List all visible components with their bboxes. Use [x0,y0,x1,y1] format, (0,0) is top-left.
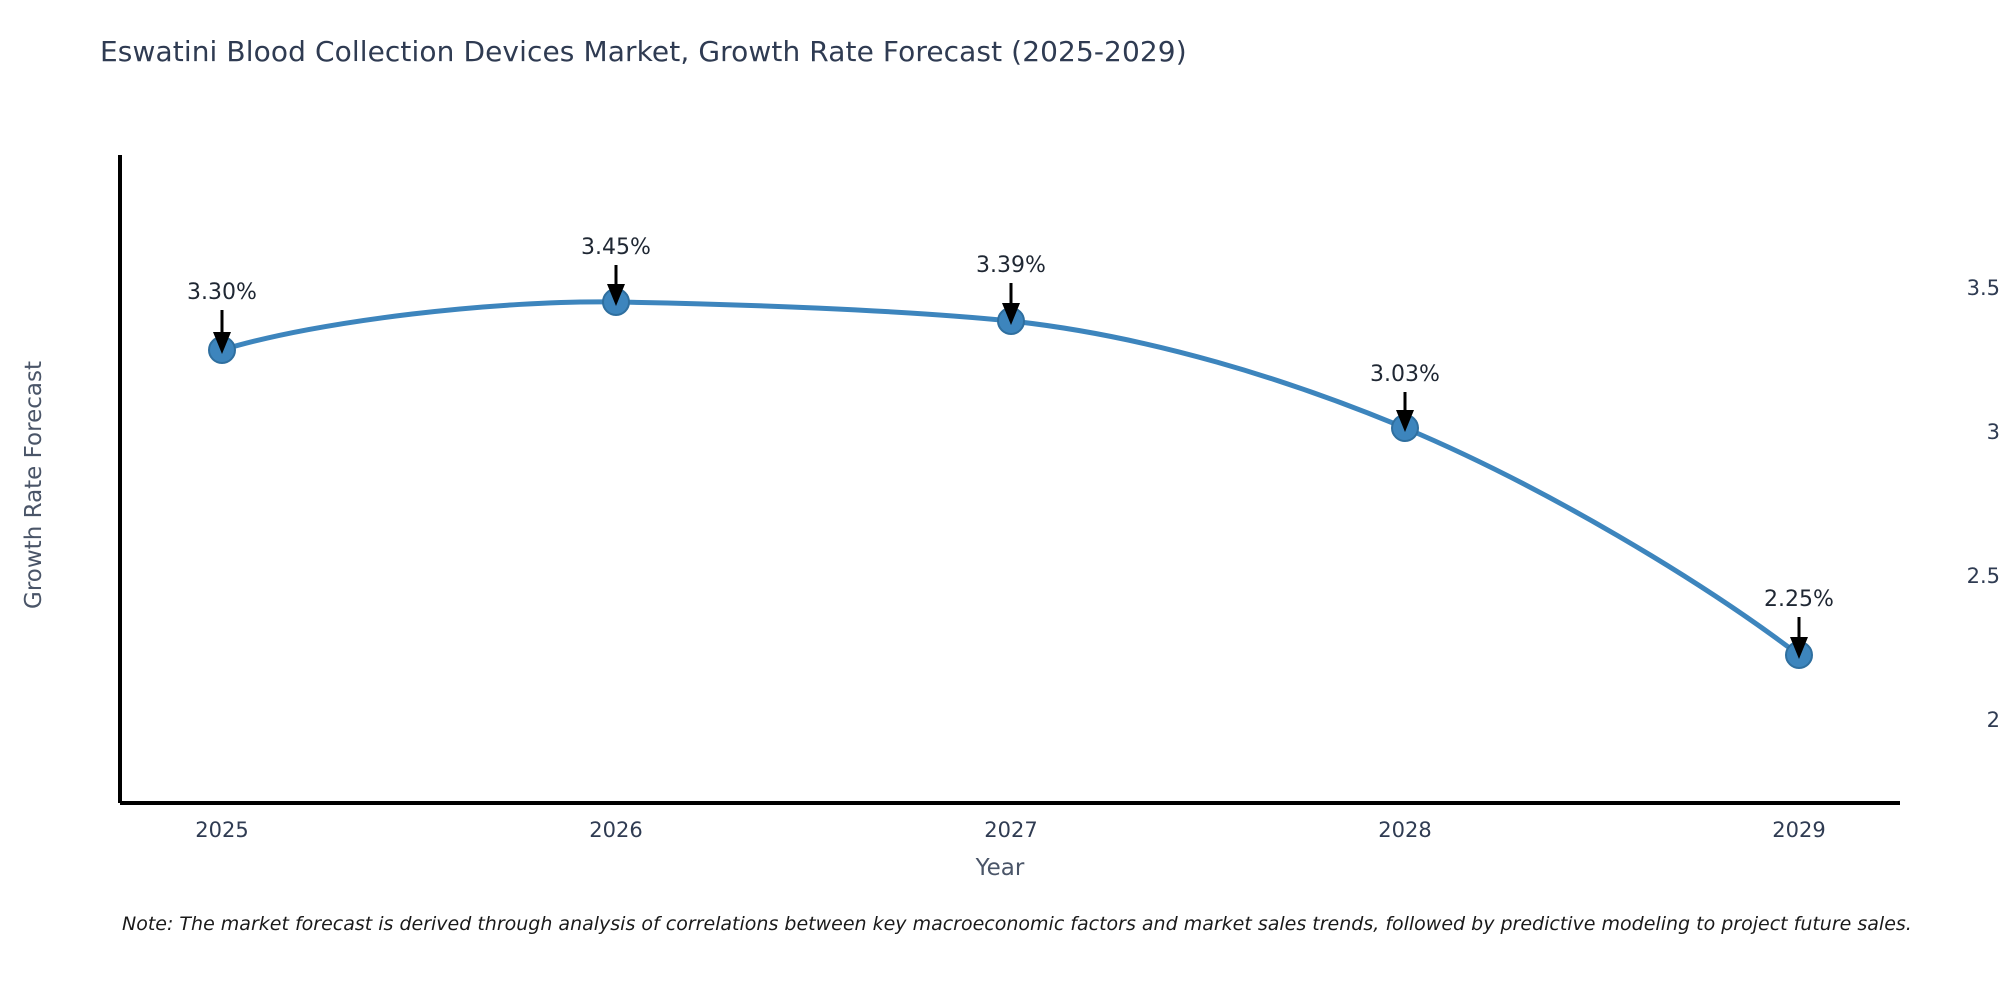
annotation-arrow [1396,392,1414,432]
x-tick-label: 2029 [1772,818,1826,842]
y-tick-label: 2.5 [1966,564,2000,588]
y-tick-label: 3.5 [1966,276,2000,300]
data-point-label: 2.25% [1764,587,1834,612]
annotation-arrow [213,310,231,354]
data-point-label: 3.45% [581,235,651,260]
x-axis-title: Year [975,855,1025,881]
data-point-label: 3.39% [976,253,1046,278]
data-line-growth-rate-forecast [219,299,1802,658]
data-point-label: 3.03% [1370,362,1440,387]
annotation-arrow [1790,617,1808,659]
data-point-label: 3.30% [187,280,257,305]
x-tick-label: 2027 [984,818,1038,842]
y-tick-label: 3 [1986,420,2000,444]
x-tick-label: 2028 [1378,818,1432,842]
x-tick-label: 2026 [589,818,643,842]
y-tick-label: 2 [1986,708,2000,732]
annotation-arrow [607,265,625,306]
chart-footnote: Note: The market forecast is derived thr… [122,913,1912,935]
chart-title: Eswatini Blood Collection Devices Market… [100,35,1187,68]
x-tick-label: 2025 [195,818,249,842]
annotation-arrow [1002,283,1020,325]
